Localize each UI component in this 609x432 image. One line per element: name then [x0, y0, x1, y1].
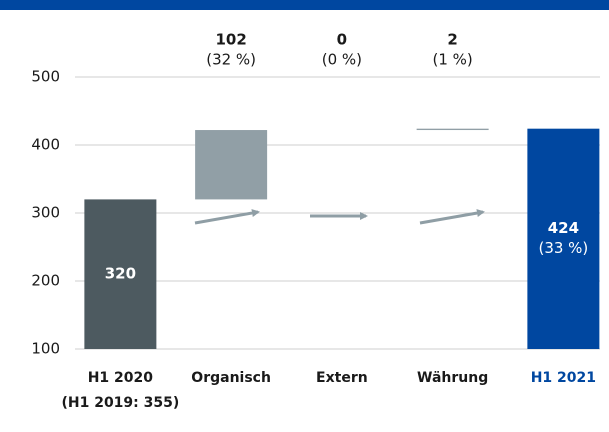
bar: [84, 199, 157, 349]
share-label: (0 %): [322, 51, 362, 69]
x-tick-label: Organisch: [191, 370, 271, 386]
y-tick-label: 200: [31, 272, 60, 290]
y-tick-label: 100: [31, 340, 60, 358]
data-label: 0: [337, 31, 347, 49]
x-tick-label: H1 2021: [531, 370, 596, 386]
bar: [527, 128, 600, 349]
arrow: [419, 209, 485, 225]
x-tick-label: Währung: [417, 370, 488, 386]
data-label: 424: [548, 219, 579, 237]
data-label: 102: [215, 31, 246, 49]
x-tick-label: H1 2020: [88, 370, 154, 386]
y-tick-label: 400: [31, 136, 60, 154]
x-tick-note: (H1 2019: 355): [61, 395, 179, 411]
y-tick-label: 300: [31, 204, 60, 222]
y-tick-label: 500: [31, 68, 60, 86]
share-label: (33 %): [538, 239, 588, 257]
data-label: 320: [105, 265, 136, 283]
data-label: 2: [447, 31, 457, 49]
bar: [195, 130, 268, 200]
top-band: [0, 0, 609, 10]
arrows: [194, 209, 485, 225]
x-tick-label: Extern: [316, 370, 368, 386]
bar: [416, 128, 489, 131]
share-label: (32 %): [206, 51, 256, 69]
arrow: [194, 209, 260, 225]
share-label: (1 %): [432, 51, 472, 69]
